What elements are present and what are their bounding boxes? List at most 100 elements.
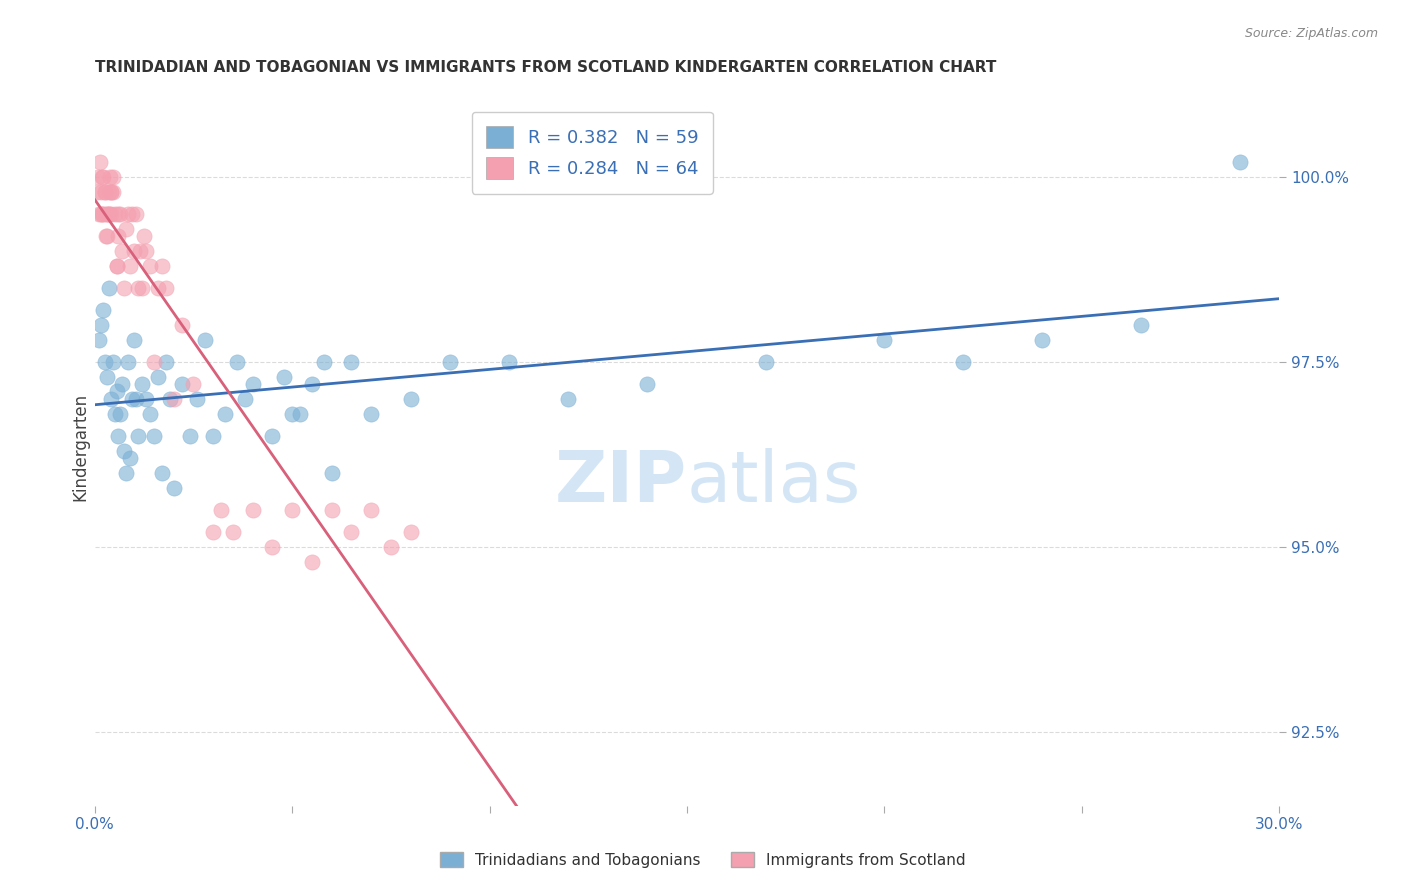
Point — [301, 555, 323, 569]
Point — [103, 407, 125, 421]
Point — [96, 369, 118, 384]
Point — [150, 259, 173, 273]
Point — [103, 207, 125, 221]
Point — [183, 377, 205, 392]
Point — [100, 392, 122, 406]
Point — [101, 169, 124, 184]
Point — [1129, 318, 1152, 332]
Point — [135, 244, 157, 258]
Point — [127, 429, 149, 443]
Point — [107, 207, 129, 221]
Point — [225, 355, 247, 369]
Point — [262, 429, 284, 443]
Point — [155, 355, 177, 369]
Point — [100, 185, 122, 199]
Point — [111, 244, 134, 258]
Point — [146, 281, 169, 295]
Point — [139, 259, 162, 273]
Point — [214, 407, 236, 421]
Point — [125, 392, 148, 406]
Point — [105, 259, 128, 273]
Point — [150, 466, 173, 480]
Point — [202, 429, 225, 443]
Point — [143, 429, 166, 443]
Point — [233, 392, 256, 406]
Point — [127, 281, 149, 295]
Point — [117, 355, 139, 369]
Point — [288, 407, 311, 421]
Point — [170, 318, 193, 332]
Point — [146, 369, 169, 384]
Point — [242, 377, 264, 392]
Point — [115, 466, 138, 480]
Point — [86, 185, 108, 199]
Point — [90, 169, 112, 184]
Point — [100, 185, 122, 199]
Text: atlas: atlas — [688, 449, 862, 517]
Point — [360, 407, 382, 421]
Point — [143, 355, 166, 369]
Point — [557, 392, 579, 406]
Point — [399, 392, 422, 406]
Text: ZIP: ZIP — [554, 449, 688, 517]
Point — [262, 540, 284, 554]
Point — [90, 207, 112, 221]
Point — [93, 185, 115, 199]
Point — [194, 333, 217, 347]
Point — [131, 281, 153, 295]
Point — [340, 355, 363, 369]
Point — [125, 207, 148, 221]
Point — [100, 207, 122, 221]
Legend: R = 0.382   N = 59, R = 0.284   N = 64: R = 0.382 N = 59, R = 0.284 N = 64 — [471, 112, 713, 194]
Point — [112, 281, 135, 295]
Point — [163, 392, 186, 406]
Point — [439, 355, 461, 369]
Point — [93, 207, 115, 221]
Legend: Trinidadians and Tobagonians, Immigrants from Scotland: Trinidadians and Tobagonians, Immigrants… — [433, 844, 973, 875]
Point — [94, 229, 117, 244]
Point — [281, 503, 304, 517]
Point — [121, 207, 143, 221]
Point — [97, 207, 120, 221]
Y-axis label: Kindergarten: Kindergarten — [72, 392, 89, 501]
Point — [179, 429, 201, 443]
Point — [209, 503, 232, 517]
Point — [120, 259, 142, 273]
Point — [321, 466, 343, 480]
Point — [121, 392, 143, 406]
Point — [755, 355, 778, 369]
Point — [222, 524, 245, 539]
Point — [105, 384, 128, 399]
Point — [139, 407, 162, 421]
Point — [134, 229, 156, 244]
Point — [112, 443, 135, 458]
Point — [163, 481, 186, 495]
Point — [170, 377, 193, 392]
Point — [96, 207, 118, 221]
Point — [107, 429, 129, 443]
Point — [91, 169, 114, 184]
Point — [97, 207, 120, 221]
Point — [110, 207, 132, 221]
Point — [281, 407, 304, 421]
Point — [87, 333, 110, 347]
Point — [93, 355, 115, 369]
Point — [90, 207, 112, 221]
Point — [952, 355, 974, 369]
Point — [97, 281, 120, 295]
Point — [873, 333, 896, 347]
Point — [117, 207, 139, 221]
Text: Source: ZipAtlas.com: Source: ZipAtlas.com — [1244, 27, 1378, 40]
Point — [1031, 333, 1053, 347]
Point — [122, 333, 145, 347]
Point — [111, 377, 134, 392]
Text: TRINIDADIAN AND TOBAGONIAN VS IMMIGRANTS FROM SCOTLAND KINDERGARTEN CORRELATION : TRINIDADIAN AND TOBAGONIAN VS IMMIGRANTS… — [94, 60, 997, 75]
Point — [87, 207, 110, 221]
Point — [97, 185, 120, 199]
Point — [380, 540, 402, 554]
Point — [399, 524, 422, 539]
Point — [312, 355, 335, 369]
Point — [498, 355, 520, 369]
Point — [115, 221, 138, 235]
Point — [129, 244, 152, 258]
